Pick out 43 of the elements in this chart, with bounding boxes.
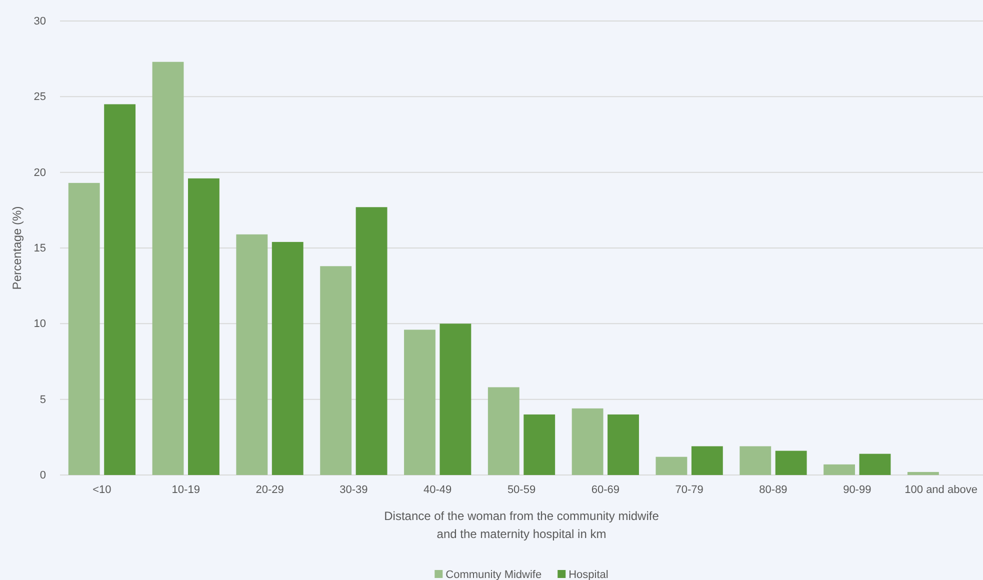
x-tick-label: 70-79 [675,484,704,496]
x-tick-label: 40-49 [424,484,452,496]
x-axis-title: Distance of the woman from the community midwife and the maternity hospital in km [384,509,660,541]
bar [740,446,772,475]
y-tick-label: 20 [34,166,46,179]
x-tick-label: 20-29 [256,484,284,496]
bar [152,62,184,475]
bar [236,234,268,475]
bar [572,408,604,475]
bar [440,324,472,475]
bar [188,178,220,475]
bar [775,450,807,475]
bar [608,414,639,475]
y-tick-label: 25 [34,91,46,104]
bar [691,446,723,475]
bar [356,207,388,475]
x-tick-label: 100 and above [904,484,978,496]
x-tick-label: 90-99 [843,484,872,496]
bar [320,266,352,475]
legend-label: Community Midwife [446,569,542,580]
bar [859,454,891,475]
bar [488,387,520,475]
y-tick-label: 5 [40,394,46,406]
bar [272,242,304,475]
y-axis-title: Percentage (%) [10,206,24,290]
bar [824,464,855,475]
x-tick-label: 50-59 [507,484,536,496]
x-tick-label: 10-19 [172,484,200,496]
bar [907,472,939,475]
bar [68,182,100,475]
bar [524,414,556,475]
x-tick-label: 60-69 [591,484,620,496]
y-tick-label: 0 [40,470,46,482]
y-tick-label: 15 [34,242,46,255]
x-tick-label: <10 [92,484,112,496]
bar [404,330,436,475]
x-tick-label: 80-89 [759,484,788,496]
x-tick-label: 30-39 [340,484,368,496]
y-tick-label: 30 [34,16,46,28]
legend-label: Hospital [568,569,608,580]
bar [104,104,136,475]
y-tick-label: 10 [34,318,46,330]
bar [656,456,688,475]
